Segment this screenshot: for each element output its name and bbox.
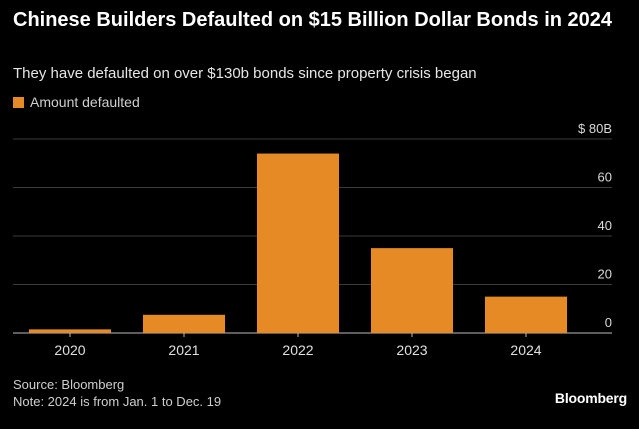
y-tick-label: 0 xyxy=(605,315,612,330)
source-note: Source: Bloomberg xyxy=(13,377,125,392)
x-tick-label: 2021 xyxy=(168,342,199,358)
bar-2024 xyxy=(484,296,568,333)
x-tick-label: 2020 xyxy=(54,342,85,358)
chart-subtitle: They have defaulted on over $130b bonds … xyxy=(13,65,477,82)
date-note: Note: 2024 is from Jan. 1 to Dec. 19 xyxy=(13,394,222,409)
chart-title: Chinese Builders Defaulted on $15 Billio… xyxy=(13,9,613,31)
legend: Amount defaulted xyxy=(13,94,140,110)
bloomberg-logo: Bloomberg xyxy=(554,390,627,406)
y-tick-label: 60 xyxy=(598,170,612,185)
bar-2022 xyxy=(256,153,340,333)
bar-2020 xyxy=(28,329,112,333)
y-tick-label: 40 xyxy=(598,218,612,233)
chart-footer: Source: Bloomberg Note: 2024 is from Jan… xyxy=(13,376,221,410)
bar-2021 xyxy=(142,314,226,333)
bar-2023 xyxy=(370,248,454,333)
x-tick-label: 2022 xyxy=(282,342,313,358)
x-tick-label: 2024 xyxy=(510,342,541,358)
legend-label: Amount defaulted xyxy=(30,94,140,110)
y-tick-label: $ 80B xyxy=(578,121,612,136)
y-tick-label: 20 xyxy=(598,267,612,282)
legend-swatch xyxy=(13,96,24,108)
x-tick-label: 2023 xyxy=(396,342,427,358)
